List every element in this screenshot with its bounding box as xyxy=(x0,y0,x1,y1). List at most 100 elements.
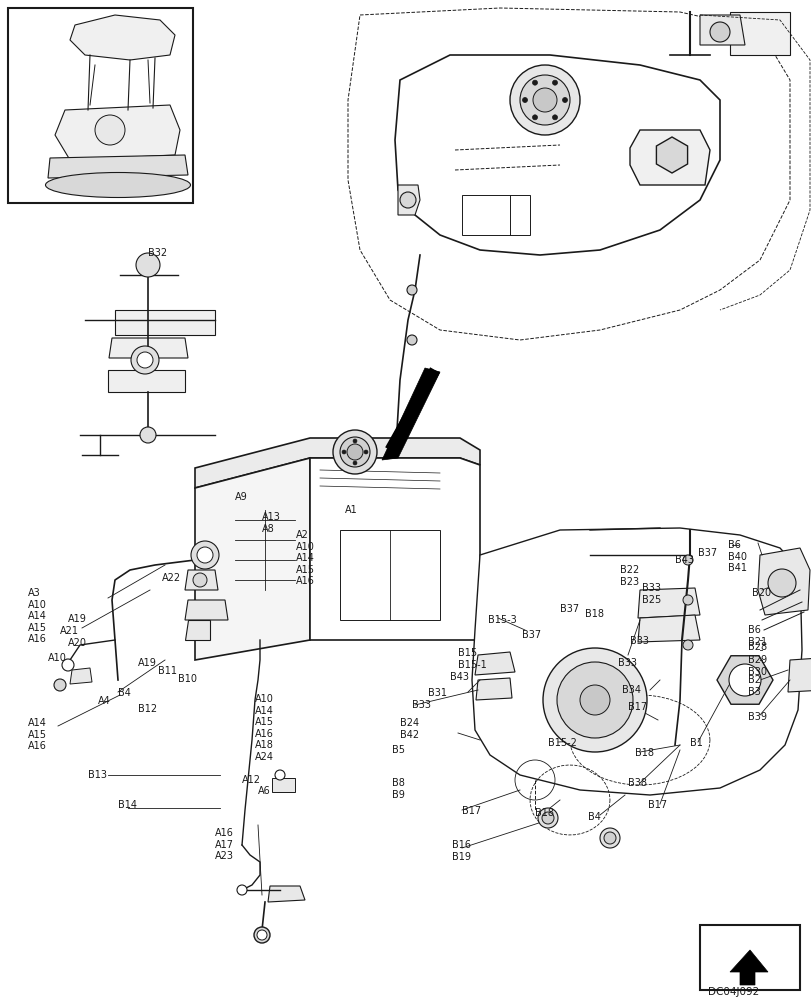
Circle shape xyxy=(579,685,609,715)
Text: B4: B4 xyxy=(587,812,600,822)
Polygon shape xyxy=(637,588,699,618)
Text: B16
B19: B16 B19 xyxy=(452,840,470,862)
Circle shape xyxy=(62,659,74,671)
Polygon shape xyxy=(185,570,217,590)
Text: A6: A6 xyxy=(258,786,270,796)
Text: B32: B32 xyxy=(148,248,167,258)
Text: A14
A15
A16: A14 A15 A16 xyxy=(28,718,47,751)
Polygon shape xyxy=(699,15,744,45)
Circle shape xyxy=(353,461,357,465)
Text: B33
B25: B33 B25 xyxy=(642,583,660,605)
Polygon shape xyxy=(108,370,185,392)
Circle shape xyxy=(599,828,620,848)
Text: B33: B33 xyxy=(411,700,431,710)
Circle shape xyxy=(709,22,729,42)
Text: A10: A10 xyxy=(48,653,67,663)
Text: B39: B39 xyxy=(747,712,766,722)
Text: B38: B38 xyxy=(627,778,646,788)
Text: B6
B40
B41: B6 B40 B41 xyxy=(727,540,746,573)
Circle shape xyxy=(353,439,357,443)
Circle shape xyxy=(333,430,376,474)
Text: A1: A1 xyxy=(345,505,358,515)
Polygon shape xyxy=(185,600,228,620)
Text: A19: A19 xyxy=(138,658,157,668)
Circle shape xyxy=(406,285,417,295)
Text: A19: A19 xyxy=(68,614,87,624)
Text: B12: B12 xyxy=(138,704,157,714)
Text: B24
B42: B24 B42 xyxy=(400,718,418,740)
Text: A2
A10
A14
A15
A16: A2 A10 A14 A15 A16 xyxy=(296,530,315,586)
Polygon shape xyxy=(48,155,188,178)
Text: B33: B33 xyxy=(629,636,648,646)
Text: B11: B11 xyxy=(158,666,177,676)
Text: B34: B34 xyxy=(621,685,640,695)
Circle shape xyxy=(406,335,417,345)
Text: A10
A14
A15
A16
A18
A24: A10 A14 A15 A16 A18 A24 xyxy=(255,694,273,762)
Text: B2
B3: B2 B3 xyxy=(747,675,760,697)
Bar xyxy=(699,925,799,990)
Circle shape xyxy=(346,444,363,460)
Text: A9: A9 xyxy=(234,492,247,502)
Text: B4: B4 xyxy=(118,688,131,698)
Circle shape xyxy=(682,555,692,565)
Circle shape xyxy=(538,808,557,828)
Text: B13: B13 xyxy=(88,770,107,780)
Text: B18: B18 xyxy=(634,748,653,758)
Text: B6
B21: B6 B21 xyxy=(747,625,766,647)
Text: B18: B18 xyxy=(534,808,553,818)
Text: DC04J092: DC04J092 xyxy=(707,987,758,997)
Circle shape xyxy=(521,98,527,103)
Circle shape xyxy=(532,115,537,120)
Circle shape xyxy=(254,927,270,943)
Text: B17: B17 xyxy=(627,702,646,712)
Text: B15
B15-1: B15 B15-1 xyxy=(457,648,486,670)
Text: A16
A17
A23: A16 A17 A23 xyxy=(215,828,234,861)
Text: B37: B37 xyxy=(560,604,578,614)
Circle shape xyxy=(682,595,692,605)
Text: B37: B37 xyxy=(697,548,716,558)
Polygon shape xyxy=(655,137,687,173)
Circle shape xyxy=(137,352,152,368)
Text: A22: A22 xyxy=(162,573,181,583)
Circle shape xyxy=(54,679,66,691)
Text: B14: B14 xyxy=(118,800,137,810)
Polygon shape xyxy=(397,185,419,215)
Circle shape xyxy=(532,80,537,85)
Text: B5: B5 xyxy=(392,745,405,755)
Polygon shape xyxy=(716,656,772,704)
Text: B37: B37 xyxy=(521,630,540,640)
Circle shape xyxy=(682,640,692,650)
Polygon shape xyxy=(268,886,305,902)
Circle shape xyxy=(193,573,207,587)
Bar xyxy=(8,8,193,203)
Circle shape xyxy=(556,662,633,738)
Text: B15-3: B15-3 xyxy=(487,615,516,625)
Polygon shape xyxy=(637,615,699,642)
Polygon shape xyxy=(629,130,709,185)
Polygon shape xyxy=(55,105,180,160)
Polygon shape xyxy=(474,652,514,675)
Polygon shape xyxy=(729,950,767,985)
Text: A12: A12 xyxy=(242,775,260,785)
Circle shape xyxy=(400,192,415,208)
Polygon shape xyxy=(70,15,175,60)
Polygon shape xyxy=(310,458,479,640)
Ellipse shape xyxy=(45,173,191,198)
Polygon shape xyxy=(729,12,789,55)
Polygon shape xyxy=(475,678,512,700)
Polygon shape xyxy=(195,458,310,660)
Polygon shape xyxy=(787,658,811,692)
Circle shape xyxy=(728,664,760,696)
Polygon shape xyxy=(757,548,809,615)
Text: B43: B43 xyxy=(449,672,469,682)
Circle shape xyxy=(767,569,795,597)
Text: A4: A4 xyxy=(98,696,110,706)
Circle shape xyxy=(95,115,125,145)
Circle shape xyxy=(562,98,567,103)
Text: B18: B18 xyxy=(584,609,603,619)
Text: B28: B28 xyxy=(747,642,766,652)
Circle shape xyxy=(551,80,557,85)
Circle shape xyxy=(541,812,553,824)
Circle shape xyxy=(519,75,569,125)
Polygon shape xyxy=(381,368,440,460)
